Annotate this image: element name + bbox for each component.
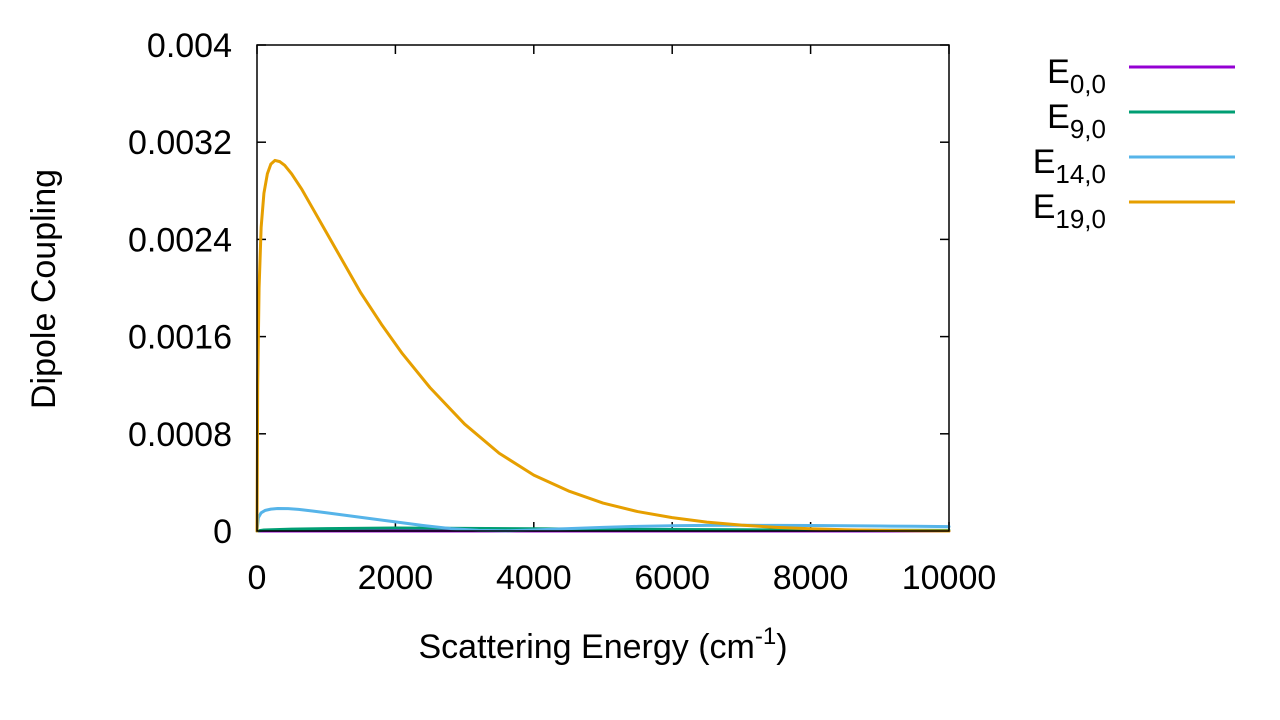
legend-label: E0,0 bbox=[1047, 53, 1106, 99]
x-axis-title: Scattering Energy (cm-1) bbox=[418, 623, 787, 666]
tick-labels: 0 2000 4000 6000 8000 10000 0 0.0008 0.0016 0.002… bbox=[128, 27, 996, 597]
y-axis-title: Dipole Coupling bbox=[25, 169, 63, 409]
plot-frame bbox=[256, 44, 950, 532]
y-tick-label: 0.0016 bbox=[128, 319, 232, 357]
series-line-e14-0 bbox=[255, 507, 951, 533]
x-tick-label: 10000 bbox=[902, 559, 997, 597]
x-tick-label: 2000 bbox=[358, 559, 434, 597]
axis-ticks bbox=[256, 44, 950, 532]
series-line-e19-0 bbox=[255, 158, 951, 533]
y-tick-label: 0.0008 bbox=[128, 416, 232, 454]
y-tick-label: 0.004 bbox=[147, 27, 232, 65]
y-tick-label: 0 bbox=[213, 513, 232, 551]
legend-label: E14,0 bbox=[1033, 143, 1106, 189]
x-tick-label: 0 bbox=[248, 559, 267, 597]
x-tick-label: 4000 bbox=[496, 559, 572, 597]
y-tick-label: 0.0032 bbox=[128, 124, 232, 162]
legend-label: E9,0 bbox=[1047, 98, 1106, 144]
series-layer bbox=[255, 158, 951, 533]
x-tick-label: 8000 bbox=[773, 559, 849, 597]
legend-label: E19,0 bbox=[1033, 188, 1106, 234]
x-tick-label: 6000 bbox=[634, 559, 710, 597]
y-tick-label: 0.0024 bbox=[128, 221, 232, 259]
